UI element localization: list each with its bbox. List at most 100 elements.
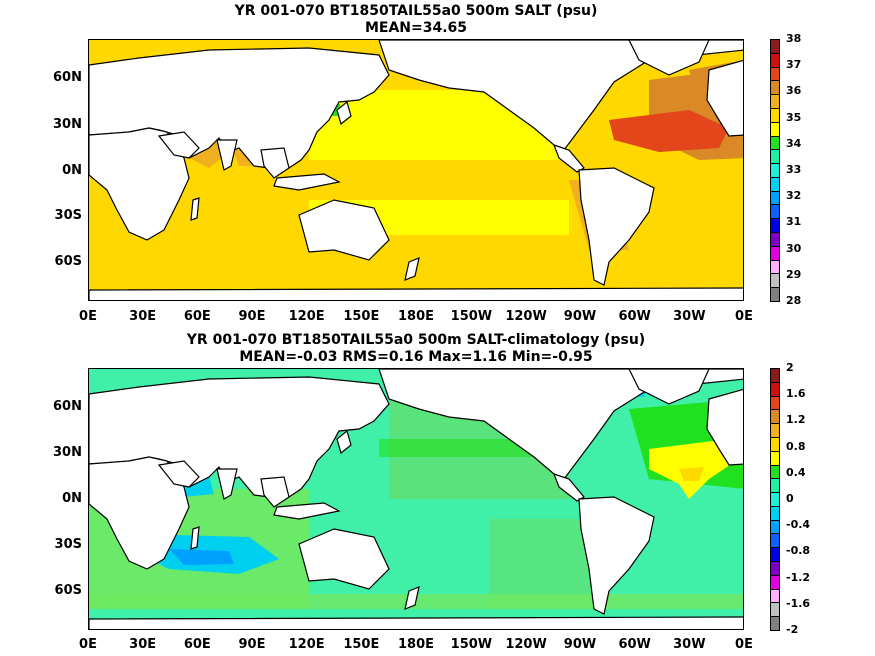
panel2-lon-label: 0E bbox=[735, 637, 753, 652]
panel1-lon-label: 150W bbox=[450, 309, 493, 324]
panel2-colorbar-swatch bbox=[770, 519, 780, 535]
panel1-colorbar-label: 29 bbox=[786, 267, 802, 281]
panel2-colorbar-swatch bbox=[770, 368, 780, 383]
panel1-colorbar-swatch bbox=[770, 287, 780, 302]
panel1-colorbar-swatch bbox=[770, 245, 780, 261]
panel2-colorbar-swatch bbox=[770, 478, 780, 494]
panel2-colorbar-swatch bbox=[770, 492, 780, 507]
panel2-lat-30s: 30S bbox=[54, 537, 82, 552]
panel2-colorbar-label: 2 bbox=[786, 361, 794, 374]
panel1-lon-label: 30E bbox=[129, 309, 157, 324]
panel1-colorbar-swatch bbox=[770, 163, 780, 178]
panel2-lon-label: 90E bbox=[238, 637, 266, 652]
panel1-lat-30s: 30S bbox=[54, 208, 82, 223]
panel2-colorbar-label: 0.4 bbox=[786, 465, 806, 479]
panel1-map-svg bbox=[89, 40, 743, 300]
panel2-colorbar-label: 1.2 bbox=[786, 413, 806, 427]
panel1-lon-label: 0E bbox=[735, 309, 753, 324]
panel1-colorbar-swatch bbox=[770, 94, 780, 109]
panel1-colorbar-label: 38 bbox=[786, 32, 802, 45]
panel2-lon-label: 150W bbox=[450, 637, 493, 652]
panel1-lat-60s: 60S bbox=[54, 254, 82, 269]
panel2-colorbar-swatch bbox=[770, 464, 780, 480]
panel2-lat-60n: 60N bbox=[53, 399, 82, 414]
panel2-colorbar-swatch bbox=[770, 409, 780, 425]
panel2-lat-30n: 30N bbox=[53, 445, 82, 460]
panel2-lat-0n: 0N bbox=[62, 491, 82, 506]
panel1-lon-label: 0E bbox=[79, 309, 97, 324]
panel1-lon-label: 60W bbox=[618, 309, 651, 324]
panel1-colorbar-label: 28 bbox=[786, 294, 802, 307]
panel1-colorbar-swatch bbox=[770, 204, 780, 220]
panel2-north-atlantic-max bbox=[679, 467, 704, 481]
panel1-colorbar-swatch bbox=[770, 80, 780, 96]
panel1-colorbar-swatch bbox=[770, 232, 780, 247]
panel1-colorbar-swatch bbox=[770, 135, 780, 151]
panel2-lon-label: 30E bbox=[129, 637, 157, 652]
panel1-lat-0n: 0N bbox=[62, 163, 82, 178]
panel2-south-indian-darkblue bbox=[169, 549, 234, 565]
panel2-lon-label: 60W bbox=[618, 637, 651, 652]
panel2-colorbar-swatch bbox=[770, 547, 780, 563]
panel2-colorbar-label: -1.6 bbox=[786, 596, 811, 610]
panel1-colorbar-label: 34 bbox=[786, 136, 802, 150]
panel2-lon-label: 180E bbox=[397, 637, 435, 652]
panel2-colorbar-label: 1.6 bbox=[786, 387, 806, 401]
panel2-lon-label: 120W bbox=[505, 637, 547, 652]
panel2-colorbar-swatch bbox=[770, 588, 780, 604]
panel2-colorbar-swatch bbox=[770, 505, 780, 521]
panel1-lon-label: 150E bbox=[343, 309, 380, 324]
panel1-title-line1: YR 001-070 BT1850TAIL55a0 500m SALT (psu… bbox=[234, 3, 598, 19]
panel2-colorbar-swatch bbox=[770, 616, 780, 631]
panel2-colorbar-label: 0 bbox=[786, 492, 794, 505]
panel2-colorbar-swatch bbox=[770, 574, 780, 590]
panel2-colorbar-swatch bbox=[770, 436, 780, 452]
panel1-lat-30n: 30N bbox=[53, 117, 82, 132]
panel1-colorbar-swatch bbox=[770, 176, 780, 192]
panel2-anomaly-map bbox=[88, 368, 744, 630]
panel1-north-atlantic-max bbox=[609, 110, 729, 152]
panel1-lon-label: 120W bbox=[505, 309, 547, 324]
panel2-colorbar-swatch bbox=[770, 533, 780, 549]
panel1-colorbar-swatch bbox=[770, 52, 780, 68]
panel2-lon-label: 120E bbox=[288, 637, 325, 652]
panel2-map-svg bbox=[89, 369, 743, 629]
panel1-colorbar-label: 35 bbox=[786, 110, 802, 124]
panel1-colorbar-swatch bbox=[770, 149, 780, 165]
panel2-colorbar-swatch bbox=[770, 423, 780, 438]
panel2-lon-label: 60E bbox=[183, 637, 211, 652]
panel2-colorbar-swatch bbox=[770, 381, 780, 397]
panel2-colorbar-swatch bbox=[770, 602, 780, 618]
panel1-colorbar-swatch bbox=[770, 259, 780, 275]
panel2-colorbar-label: -0.4 bbox=[786, 518, 811, 532]
panel2-lon-label: 0E bbox=[79, 637, 97, 652]
panel2-colorbar-swatch bbox=[770, 450, 780, 466]
panel1-colorbar-swatch bbox=[770, 190, 780, 206]
panel1-colorbar-label: 32 bbox=[786, 189, 802, 203]
panel2-colorbar-swatch bbox=[770, 395, 780, 411]
panel1-colorbar-swatch bbox=[770, 107, 780, 123]
panel1-colorbar-swatch bbox=[770, 39, 780, 54]
panel1-colorbar-swatch bbox=[770, 218, 780, 234]
panel1-lon-label: 90W bbox=[563, 309, 597, 324]
panel1-colorbar-label: 33 bbox=[786, 163, 802, 176]
panel1-colorbar-swatch bbox=[770, 121, 780, 137]
panel2-south-pacific-green bbox=[489, 519, 609, 609]
panel1-colorbar-label: 36 bbox=[786, 84, 802, 98]
panel2-land bbox=[89, 369, 743, 629]
panel1-colorbar-label: 31 bbox=[786, 215, 802, 229]
panel1-title-line2: MEAN=34.65 bbox=[364, 20, 468, 36]
panel1-lon-label: 90E bbox=[238, 309, 266, 324]
panel2-colorbar-label: -2 bbox=[786, 623, 799, 636]
panel1-lon-label: 30W bbox=[673, 309, 706, 324]
panel2-lon-label: 150E bbox=[343, 637, 380, 652]
panel1-lon-label: 120E bbox=[288, 309, 325, 324]
panel1-colorbar-swatch bbox=[770, 273, 780, 289]
panel2-colorbar-label: 0.8 bbox=[786, 439, 806, 453]
panel2-lon-label: 30W bbox=[673, 637, 706, 652]
panel2-colorbar-label: -0.8 bbox=[786, 544, 811, 558]
panel1-colorbar-swatch bbox=[770, 66, 780, 82]
panel2-lat-60s: 60S bbox=[54, 583, 82, 598]
panel1-lat-60n: 60N bbox=[53, 70, 82, 85]
panel1-lon-label: 60E bbox=[183, 309, 211, 324]
